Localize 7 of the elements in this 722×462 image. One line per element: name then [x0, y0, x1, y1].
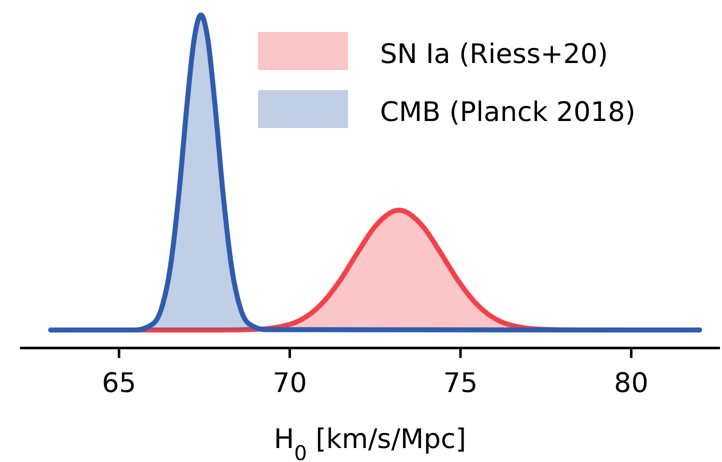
x-tick-label: 70	[272, 368, 307, 399]
legend-label: CMB (Planck 2018)	[380, 97, 636, 128]
legend-label: SN Ia (Riess+20)	[380, 39, 608, 70]
x-tick-label: 80	[614, 368, 648, 399]
x-axis-title: H$_{0}$ [km/s/Mpc]	[274, 424, 466, 462]
x-tick-label: 75	[443, 368, 478, 399]
x-tick-label: 65	[102, 368, 136, 399]
